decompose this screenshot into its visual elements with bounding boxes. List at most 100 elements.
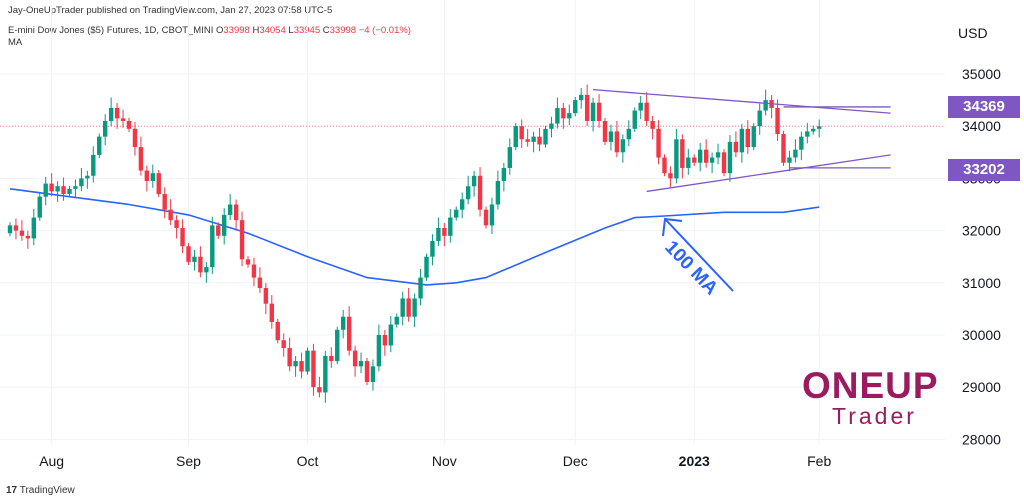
candle-down	[216, 225, 221, 236]
candle-down	[721, 152, 727, 174]
candle-down	[477, 175, 483, 210]
candles	[7, 84, 822, 403]
candle-up	[543, 128, 548, 145]
candle-down	[519, 126, 524, 140]
candle-up	[715, 152, 721, 158]
candle-up	[358, 361, 364, 367]
ohlc-close: 33998	[329, 25, 357, 36]
candle-down	[346, 316, 352, 351]
candle-up	[412, 298, 417, 317]
candle-up	[507, 147, 512, 168]
candle-down	[168, 209, 173, 221]
candle-up	[454, 209, 459, 218]
candle-up	[620, 139, 626, 153]
candle-down	[138, 147, 144, 171]
symbol-legend: E-mini Dow Jones ($5) Futures, 1D, CBOT_…	[8, 25, 411, 36]
candle-up	[573, 100, 578, 114]
y-tick-label: 32000	[962, 223, 1001, 239]
candle-down	[382, 335, 388, 346]
x-tick-label: Nov	[432, 453, 457, 469]
candle-up	[811, 128, 816, 132]
candle-down	[364, 361, 370, 382]
candle-down	[120, 118, 126, 121]
x-tick-label: Feb	[807, 453, 831, 469]
price-change: −4 (−0.01%)	[358, 25, 411, 36]
candle-up	[108, 107, 114, 121]
candle-down	[329, 355, 334, 362]
candle-up	[579, 94, 584, 101]
candle-down	[442, 227, 447, 236]
candle-up	[757, 110, 762, 127]
trendline	[593, 89, 891, 114]
candle-down	[311, 350, 316, 388]
candle-down	[263, 288, 269, 304]
candle-up	[210, 225, 215, 268]
ohlc-h-label: H	[252, 25, 260, 36]
candle-down	[662, 157, 667, 174]
candle-up	[436, 227, 441, 242]
oneup-trader-logo: ONEUP Trader	[802, 367, 942, 428]
candle-up	[424, 256, 429, 278]
candle-down	[775, 107, 780, 135]
candle-up	[204, 267, 209, 273]
candle-up	[376, 335, 382, 367]
candle-up	[739, 128, 745, 153]
logo-trader-text: Trader	[832, 403, 917, 429]
candle-up	[97, 136, 102, 155]
candle-up	[91, 154, 96, 176]
candle-up	[394, 316, 399, 325]
candle-up	[495, 181, 501, 205]
candle-up	[460, 199, 465, 210]
candle-up	[727, 141, 733, 174]
trendline	[646, 154, 891, 193]
candle-down	[174, 220, 179, 228]
trendlines	[593, 89, 891, 193]
candle-up	[293, 361, 298, 367]
candle-down	[132, 128, 138, 148]
candle-up	[626, 128, 631, 140]
candle-down	[745, 128, 750, 148]
currency-label: USD	[958, 25, 988, 41]
candle-down	[114, 107, 120, 119]
candle-up	[590, 102, 596, 121]
symbol-name: E-mini Dow Jones ($5) Futures, 1D, CBOT_…	[8, 25, 214, 36]
candle-down	[537, 136, 542, 145]
candle-up	[751, 126, 756, 148]
candle-up	[192, 256, 197, 262]
ohlc-open: 33998	[223, 25, 250, 36]
candle-down	[650, 120, 655, 129]
candle-down	[13, 225, 19, 231]
price-box-upper: 34369	[948, 96, 1020, 118]
candle-up	[709, 157, 715, 163]
candle-up	[531, 136, 536, 142]
candle-up	[418, 277, 423, 299]
candle-down	[406, 298, 411, 317]
indicator-legend[interactable]: MA	[8, 37, 23, 48]
candle-up	[388, 324, 393, 346]
y-axis: 2800029000300003100032000330003400035000	[962, 66, 1001, 447]
tradingview-label: TradingView	[19, 485, 75, 496]
candle-up	[638, 102, 643, 111]
published-info: Jay-OneUpTrader published on TradingView…	[8, 5, 333, 16]
tradingview-icon: 17	[6, 485, 18, 496]
candle-down	[561, 107, 566, 119]
candle-up	[549, 123, 554, 129]
candle-down	[275, 321, 280, 341]
x-tick-label: Sep	[176, 453, 201, 469]
candle-up	[400, 298, 405, 317]
candle-up	[513, 126, 518, 148]
candle-down	[180, 227, 185, 247]
candle-down	[233, 204, 239, 221]
candle-down	[596, 102, 602, 121]
annotation-arrow-head	[662, 217, 683, 237]
ohlc-c-label: C	[322, 25, 330, 36]
candle-up	[103, 120, 108, 137]
tradingview-footer[interactable]: 17 TradingView	[6, 485, 75, 496]
candle-up	[632, 110, 637, 129]
candle-down	[584, 94, 590, 121]
candle-up	[674, 139, 679, 179]
candle-down	[49, 183, 54, 192]
x-tick-label: Oct	[297, 453, 319, 469]
candle-down	[239, 220, 245, 260]
